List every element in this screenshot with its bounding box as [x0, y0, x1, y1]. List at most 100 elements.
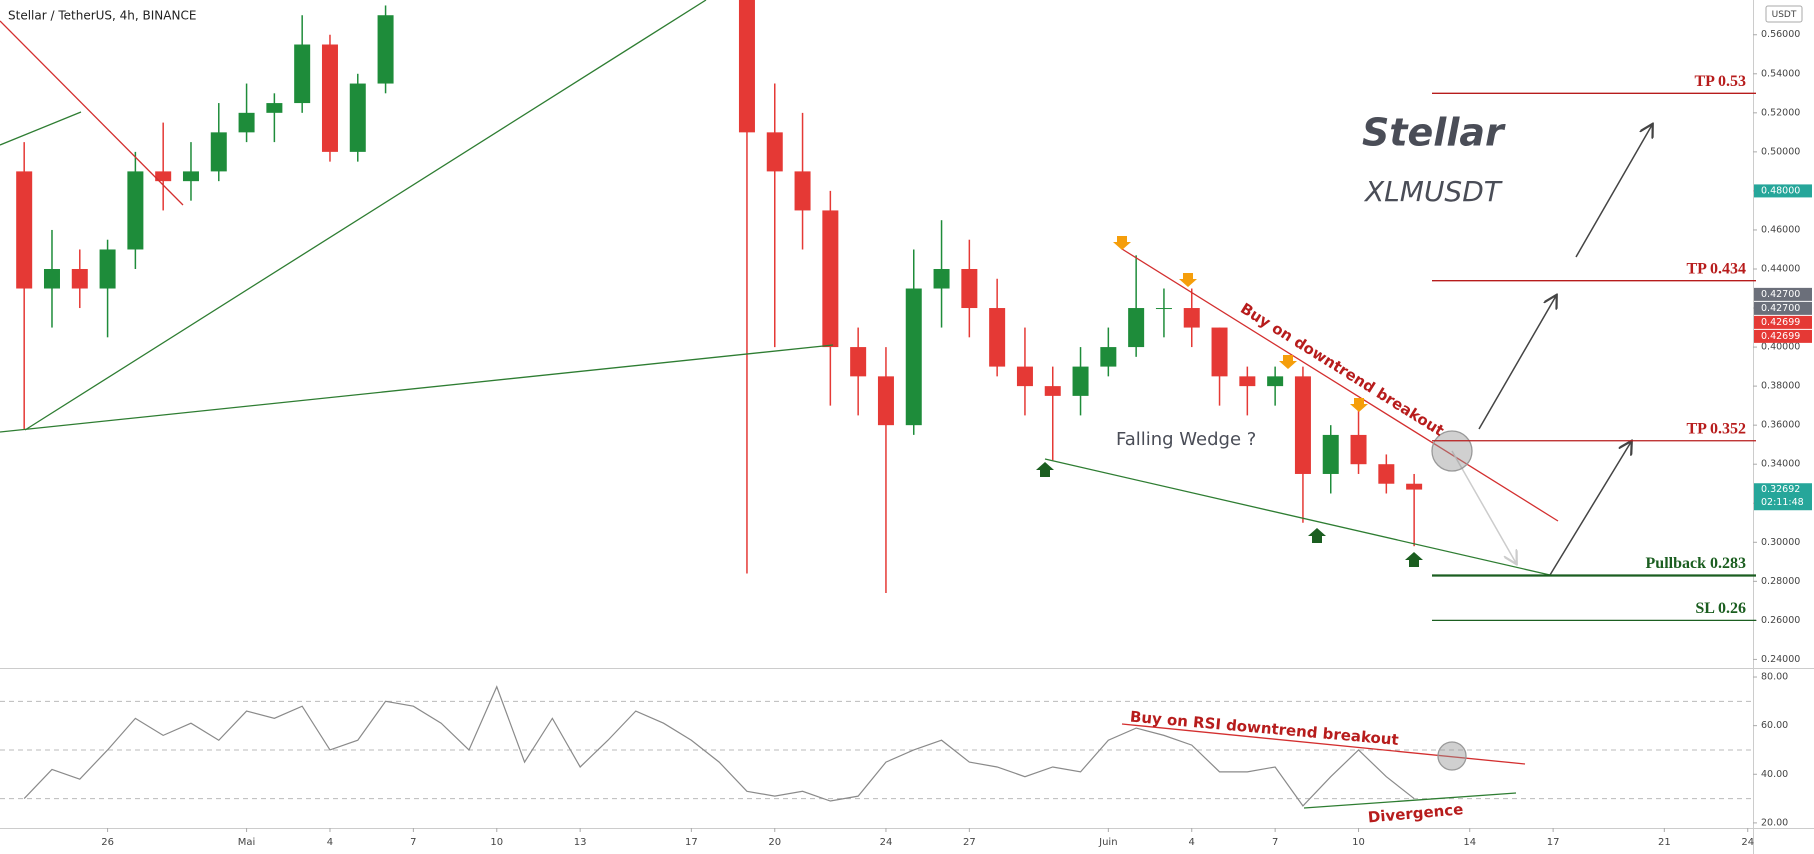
candle-body	[16, 171, 33, 289]
y-tick-label: 0.56000	[1761, 29, 1800, 40]
level-label: Pullback 0.283	[1646, 555, 1746, 572]
arrow	[1575, 125, 1652, 258]
x-tick-label: 17	[1547, 837, 1560, 848]
unit-label: USDT	[1772, 10, 1797, 20]
price-badge-label: 0.42699	[1761, 331, 1800, 342]
x-tick-label: 24	[1741, 837, 1754, 848]
candle-body	[99, 249, 116, 289]
x-tick-label: 4	[327, 837, 333, 848]
price-pane	[16, 0, 1423, 594]
y-tick-label: 20.00	[1761, 817, 1788, 828]
y-tick-label: 0.46000	[1761, 224, 1800, 235]
candle-body	[266, 103, 283, 113]
price-badge	[1754, 483, 1812, 511]
marker	[1036, 462, 1054, 477]
candle-body	[905, 288, 922, 426]
breakout-label: Buy on downtrend breakout	[1237, 299, 1447, 440]
drawings	[0, 0, 1652, 809]
pullback-arrow	[1451, 450, 1516, 563]
y-tick-label: 80.00	[1761, 672, 1788, 683]
candle-body	[1239, 376, 1256, 387]
y-tick-label: 0.38000	[1761, 381, 1800, 392]
price-badge	[1754, 301, 1812, 315]
candle-body	[155, 171, 172, 182]
arrow	[1549, 442, 1631, 576]
y-tick-label: 0.30000	[1761, 537, 1800, 548]
candle-body	[1294, 376, 1311, 474]
rsi-line	[23, 685, 1415, 807]
candle-body	[127, 171, 144, 250]
candle-body	[1183, 308, 1200, 328]
candle-body	[1378, 464, 1395, 484]
x-tick-label: 24	[880, 837, 893, 848]
y-tick-label: 0.24000	[1761, 654, 1800, 665]
candle-body	[238, 112, 255, 133]
marker	[1308, 528, 1326, 543]
chart-title: Stellar / TetherUS, 4h, BINANCE	[8, 9, 196, 23]
marker	[1179, 273, 1197, 287]
pattern-label: Falling Wedge ?	[1116, 429, 1256, 450]
symbol-label: XLMUSDT	[1363, 175, 1503, 208]
marker	[1279, 355, 1297, 369]
wedge-lower	[1044, 458, 1551, 576]
y-tick-label: 0.26000	[1761, 615, 1800, 626]
y-tick-label: 40.00	[1761, 769, 1788, 780]
unit-box	[1765, 5, 1803, 23]
rsi-breakout-label: Buy on RSI downtrend breakout	[1129, 708, 1399, 749]
x-tick-label: 14	[1463, 837, 1476, 848]
x-tick-label: 7	[1272, 837, 1278, 848]
price-badge-label: 0.42699	[1761, 317, 1800, 328]
arrow	[1478, 296, 1556, 430]
x-tick-label: 4	[1189, 837, 1195, 848]
candle-body	[1211, 327, 1228, 377]
x-tick-label: 10	[1352, 837, 1365, 848]
price-badge-label: 0.42700	[1761, 303, 1800, 314]
candle-body	[210, 132, 227, 172]
price-badge	[1754, 184, 1812, 198]
candle-body	[1128, 308, 1145, 348]
marker	[1113, 236, 1131, 250]
candle-body	[850, 347, 867, 377]
name-label: Stellar	[1362, 111, 1506, 155]
marker	[1350, 398, 1368, 412]
candle-body	[1155, 308, 1172, 310]
price-badge	[1754, 287, 1812, 301]
candle-body	[1350, 434, 1367, 465]
trend-line	[0, 344, 834, 433]
trend-line	[24, 0, 707, 431]
countdown-label: 02:11:48	[1761, 497, 1804, 508]
rsi-pane	[0, 685, 1753, 807]
candle-body	[1072, 366, 1089, 396]
level-label: TP 0.352	[1686, 420, 1746, 437]
x-tick-label: 13	[574, 837, 587, 848]
level-label: TP 0.53	[1694, 73, 1746, 90]
candle-body	[822, 210, 839, 348]
x-tick-label: 21	[1658, 837, 1671, 848]
x-tick-label: 27	[963, 837, 976, 848]
y-tick-label: 0.34000	[1761, 459, 1800, 470]
candle-body	[989, 308, 1006, 367]
candle-body	[1016, 366, 1033, 387]
candle-body	[794, 171, 811, 211]
trend-line	[0, 111, 82, 146]
candle-body	[182, 171, 199, 182]
y-tick-label: 0.52000	[1761, 107, 1800, 118]
x-tick-label: 20	[768, 837, 781, 848]
y-tick-label: 60.00	[1761, 720, 1788, 731]
candle-body	[377, 15, 394, 84]
level-label: SL 0.26	[1695, 600, 1746, 617]
y-tick-label: 0.28000	[1761, 576, 1800, 587]
candle-body	[961, 268, 978, 309]
candle-body	[1322, 434, 1339, 474]
price-badge-label: 0.48000	[1761, 185, 1800, 196]
price-badge-label: 0.42700	[1761, 289, 1800, 300]
y-tick-label: 0.50000	[1761, 146, 1800, 157]
price-badge	[1754, 315, 1812, 329]
candle-body	[933, 268, 950, 289]
candle-body	[349, 83, 366, 152]
trend-line	[0, 20, 184, 206]
price-badge-label: 0.32692	[1761, 484, 1800, 495]
y-tick-label: 0.54000	[1761, 68, 1800, 79]
x-tick-label: 10	[490, 837, 503, 848]
